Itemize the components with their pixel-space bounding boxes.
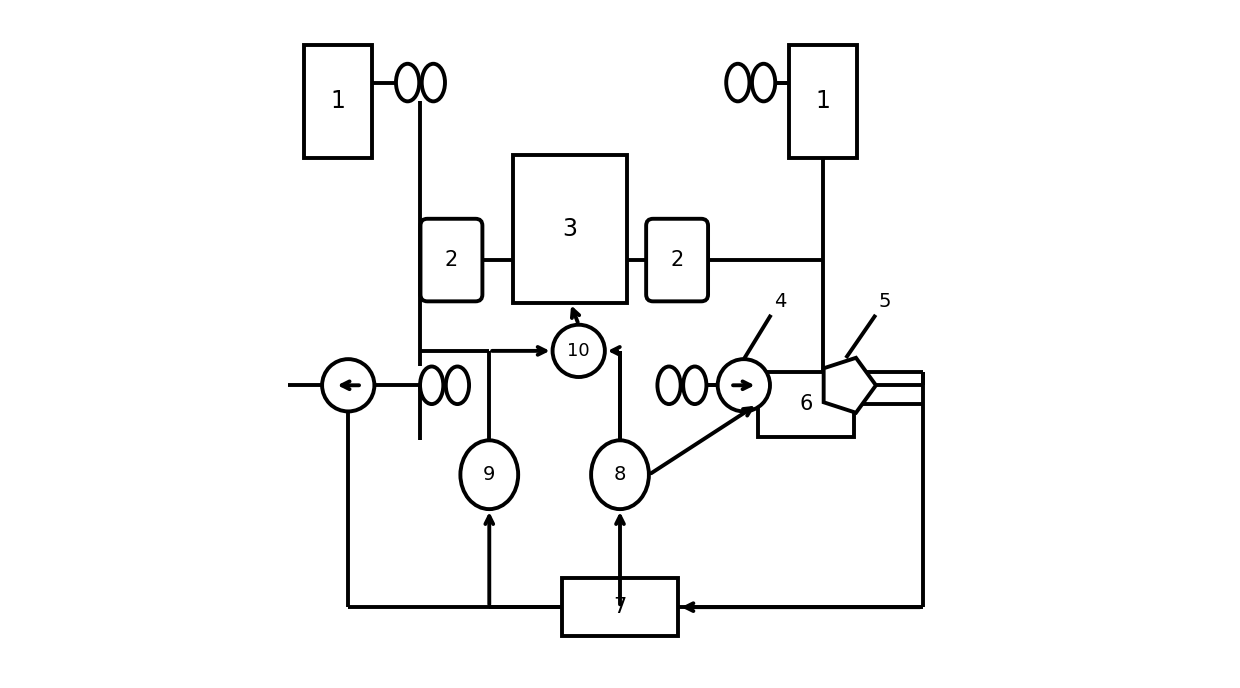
Text: 3: 3 xyxy=(563,217,578,241)
Text: 5: 5 xyxy=(879,292,892,311)
Ellipse shape xyxy=(657,367,681,404)
Text: 8: 8 xyxy=(614,465,626,484)
Bar xyxy=(758,372,854,437)
Text: 1: 1 xyxy=(816,89,831,114)
Ellipse shape xyxy=(446,367,469,404)
Bar xyxy=(513,155,627,303)
Text: 9: 9 xyxy=(484,465,496,484)
Text: 10: 10 xyxy=(568,342,590,360)
Text: 2: 2 xyxy=(671,250,683,270)
Ellipse shape xyxy=(553,325,605,377)
Ellipse shape xyxy=(591,440,649,509)
Text: 4: 4 xyxy=(774,292,786,311)
Ellipse shape xyxy=(420,367,444,404)
Bar xyxy=(789,45,857,158)
Bar xyxy=(304,45,372,158)
FancyBboxPatch shape xyxy=(420,219,482,301)
Bar xyxy=(562,578,678,636)
Ellipse shape xyxy=(751,64,775,101)
Text: 7: 7 xyxy=(614,597,626,617)
Ellipse shape xyxy=(460,440,518,509)
Text: 1: 1 xyxy=(331,89,346,114)
Text: 6: 6 xyxy=(799,394,812,414)
Circle shape xyxy=(322,359,374,411)
Circle shape xyxy=(718,359,770,411)
Ellipse shape xyxy=(727,64,749,101)
Text: 2: 2 xyxy=(445,250,458,270)
Polygon shape xyxy=(823,358,875,413)
Ellipse shape xyxy=(683,367,707,404)
Ellipse shape xyxy=(422,64,445,101)
FancyBboxPatch shape xyxy=(646,219,708,301)
Ellipse shape xyxy=(396,64,419,101)
